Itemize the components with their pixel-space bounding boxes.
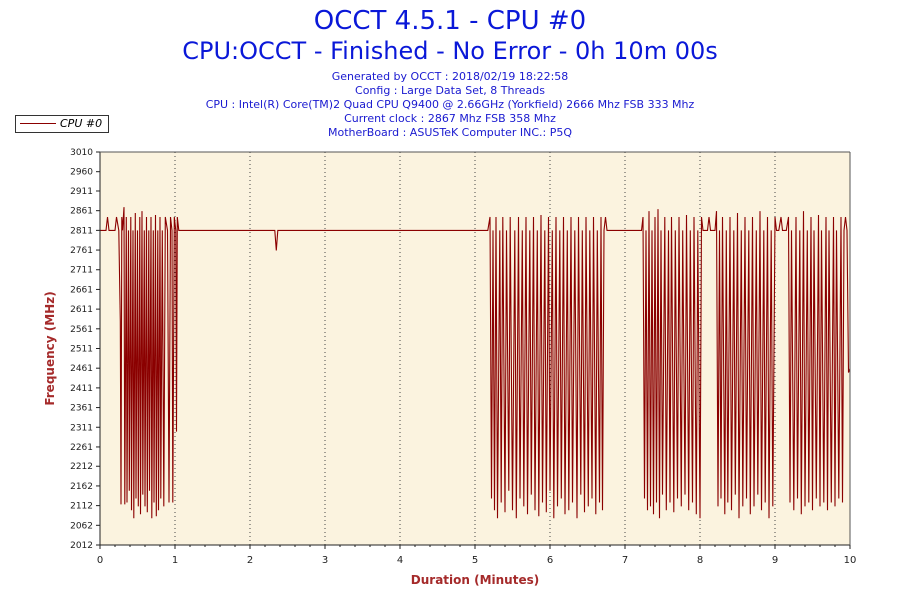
x-tick-label-3: 3: [322, 555, 328, 566]
y-tick-label-4: 2811: [70, 226, 93, 236]
y-tick-label-6: 2711: [70, 266, 93, 276]
y-tick-label-3: 2861: [70, 207, 93, 217]
y-tick-label-5: 2761: [70, 246, 93, 256]
y-tick-label-19: 2062: [70, 521, 93, 531]
legend: CPU #0: [15, 115, 109, 133]
y-tick-label-8: 2611: [70, 305, 93, 315]
info-clock: Current clock : 2867 Mhz FSB 358 Mhz: [344, 112, 556, 125]
y-tick-label-17: 2162: [70, 482, 93, 492]
y-tick-label-7: 2661: [70, 285, 93, 295]
y-tick-label-2: 2911: [70, 187, 93, 197]
y-tick-label-13: 2361: [70, 404, 93, 414]
y-tick-label-11: 2461: [70, 364, 93, 374]
y-tick-label-9: 2561: [70, 325, 93, 335]
legend-swatch: [20, 123, 56, 124]
x-tick-label-7: 7: [622, 555, 628, 566]
y-tick-label-14: 2311: [70, 423, 93, 433]
y-tick-label-1: 2960: [70, 168, 93, 178]
series-line-0: [100, 207, 851, 519]
y-axis-label: Frequency (MHz): [43, 291, 57, 405]
y-tick-label-18: 2112: [70, 502, 93, 512]
chart-title: OCCT 4.5.1 - CPU #0: [313, 6, 587, 36]
info-config: Config : Large Data Set, 8 Threads: [355, 84, 545, 97]
y-tick-label-12: 2411: [70, 384, 93, 394]
y-tick-label-10: 2511: [70, 345, 93, 355]
x-tick-label-1: 1: [172, 555, 178, 566]
info-cpu: CPU : Intel(R) Core(TM)2 Quad CPU Q9400 …: [205, 98, 695, 111]
x-tick-label-9: 9: [772, 555, 778, 566]
x-tick-label-5: 5: [472, 555, 478, 566]
x-tick-label-10: 10: [844, 555, 857, 566]
legend-label: CPU #0: [60, 117, 103, 130]
y-tick-label-15: 2261: [70, 443, 93, 453]
x-tick-label-2: 2: [247, 555, 253, 566]
chart-subtitle: CPU:OCCT - Finished - No Error - 0h 10m …: [182, 37, 718, 65]
x-tick-label-6: 6: [547, 555, 553, 566]
y-tick-label-0: 3010: [70, 148, 93, 158]
y-tick-label-16: 2212: [70, 462, 93, 472]
x-tick-label-4: 4: [397, 555, 403, 566]
x-tick-label-8: 8: [697, 555, 703, 566]
x-axis-label: Duration (Minutes): [411, 573, 539, 587]
info-generated: Generated by OCCT : 2018/02/19 18:22:58: [331, 70, 569, 83]
y-tick-label-20: 2012: [70, 541, 93, 551]
x-tick-label-0: 0: [97, 555, 103, 566]
info-motherboard: MotherBoard : ASUSTeK Computer INC.: P5Q: [327, 126, 572, 139]
